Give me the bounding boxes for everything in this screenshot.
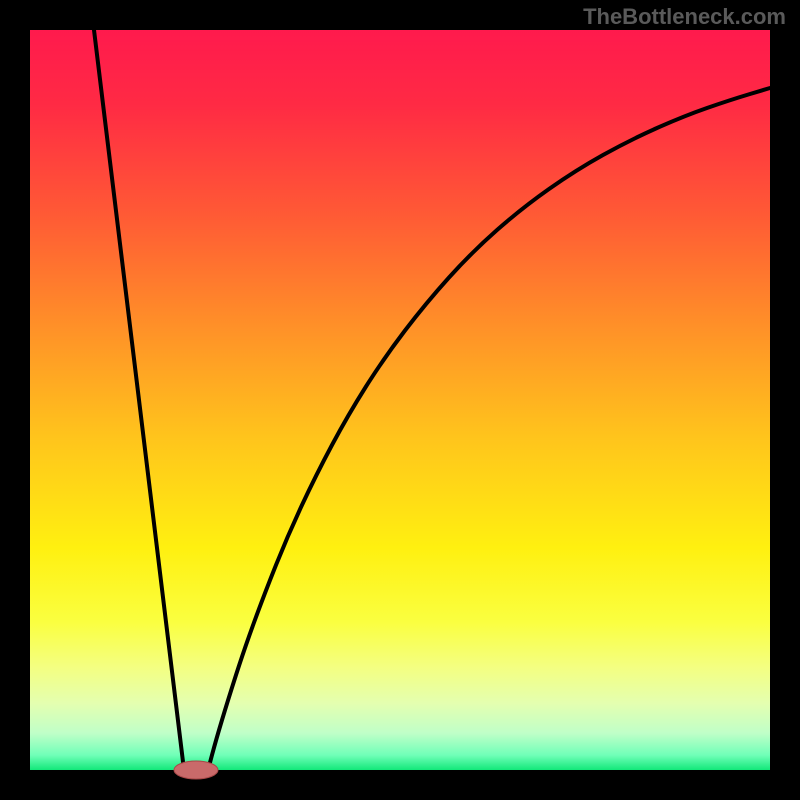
chart-svg	[0, 0, 800, 800]
optimal-marker	[174, 761, 218, 779]
bottleneck-chart: TheBottleneck.com	[0, 0, 800, 800]
watermark-text: TheBottleneck.com	[583, 4, 786, 30]
